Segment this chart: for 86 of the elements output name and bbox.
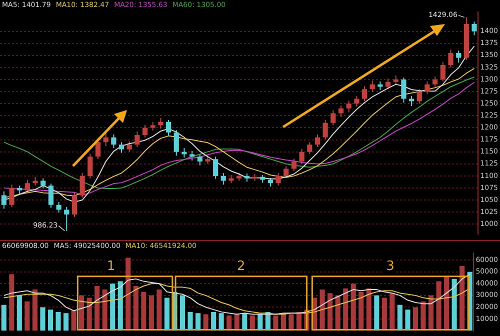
bar bbox=[24, 301, 30, 331]
bar bbox=[374, 295, 380, 331]
candlestick bbox=[362, 86, 368, 102]
candlestick bbox=[126, 140, 132, 152]
bar bbox=[350, 284, 356, 331]
candlestick bbox=[111, 134, 116, 148]
candlestick bbox=[284, 166, 289, 178]
bar bbox=[9, 274, 14, 331]
bar bbox=[288, 314, 294, 331]
bar bbox=[196, 313, 201, 331]
bar bbox=[48, 310, 54, 331]
candlestick bbox=[134, 131, 140, 148]
candlestick bbox=[354, 95, 360, 108]
bar bbox=[420, 301, 426, 331]
candlestick bbox=[401, 77, 406, 104]
bar bbox=[164, 298, 170, 331]
candlestick bbox=[24, 179, 30, 193]
candlestick bbox=[64, 206, 70, 232]
bar bbox=[444, 276, 450, 331]
candlestick bbox=[197, 153, 202, 166]
candlestick bbox=[220, 172, 226, 186]
bar bbox=[148, 295, 154, 331]
bar bbox=[16, 295, 22, 331]
candlestick bbox=[291, 158, 297, 172]
candlestick bbox=[330, 110, 336, 126]
bar bbox=[133, 286, 138, 331]
candlestick bbox=[9, 184, 14, 208]
candlestick bbox=[103, 132, 108, 147]
candlestick bbox=[142, 124, 148, 138]
candlestick bbox=[307, 142, 312, 155]
bar bbox=[397, 304, 402, 331]
candlestick bbox=[314, 134, 320, 148]
candlestick bbox=[370, 80, 375, 93]
bar bbox=[56, 312, 61, 331]
candlestick bbox=[416, 88, 422, 104]
bar bbox=[156, 290, 162, 331]
bar bbox=[405, 310, 410, 331]
bar bbox=[452, 278, 457, 331]
candlestick bbox=[174, 130, 179, 156]
bar bbox=[40, 307, 46, 331]
candlestick bbox=[40, 178, 46, 189]
bar bbox=[460, 266, 465, 331]
bar bbox=[218, 313, 224, 331]
bar bbox=[118, 281, 123, 331]
candlestick bbox=[80, 172, 85, 198]
bar bbox=[180, 295, 186, 331]
candlestick bbox=[56, 201, 62, 214]
candlestick bbox=[448, 49, 454, 68]
candlestick bbox=[118, 142, 124, 154]
candlestick bbox=[213, 156, 218, 180]
candlestick bbox=[456, 50, 462, 64]
candlestick bbox=[322, 120, 328, 140]
candlestick bbox=[472, 21, 477, 36]
annotation: 3 bbox=[386, 259, 394, 274]
bar bbox=[436, 281, 442, 331]
candlestick bbox=[1, 190, 6, 210]
candlestick bbox=[276, 172, 281, 186]
bar bbox=[71, 310, 76, 331]
candlestick bbox=[440, 62, 446, 82]
candlestick bbox=[190, 150, 195, 162]
candlestick bbox=[48, 183, 54, 208]
bar bbox=[94, 286, 100, 331]
candlestick bbox=[424, 80, 430, 94]
bar bbox=[32, 290, 38, 331]
candlestick bbox=[166, 120, 172, 136]
annotation: 2 bbox=[236, 259, 246, 274]
candlestick bbox=[432, 76, 438, 88]
candlestick bbox=[346, 100, 352, 113]
bar bbox=[412, 307, 418, 331]
bar bbox=[390, 293, 395, 331]
candlestick bbox=[299, 148, 304, 164]
candlestick bbox=[182, 147, 187, 158]
bar bbox=[1, 304, 6, 331]
bar bbox=[110, 284, 116, 331]
candlestick bbox=[158, 118, 164, 130]
candlestick bbox=[385, 78, 391, 90]
bar bbox=[188, 312, 193, 331]
bar bbox=[63, 313, 69, 331]
bar bbox=[358, 292, 364, 331]
annotation: 1 bbox=[106, 259, 116, 274]
candlestick bbox=[88, 153, 93, 179]
bar bbox=[126, 258, 131, 331]
bar bbox=[141, 292, 146, 331]
candlestick bbox=[338, 105, 344, 118]
bar bbox=[382, 298, 387, 331]
candlestick bbox=[72, 192, 78, 218]
